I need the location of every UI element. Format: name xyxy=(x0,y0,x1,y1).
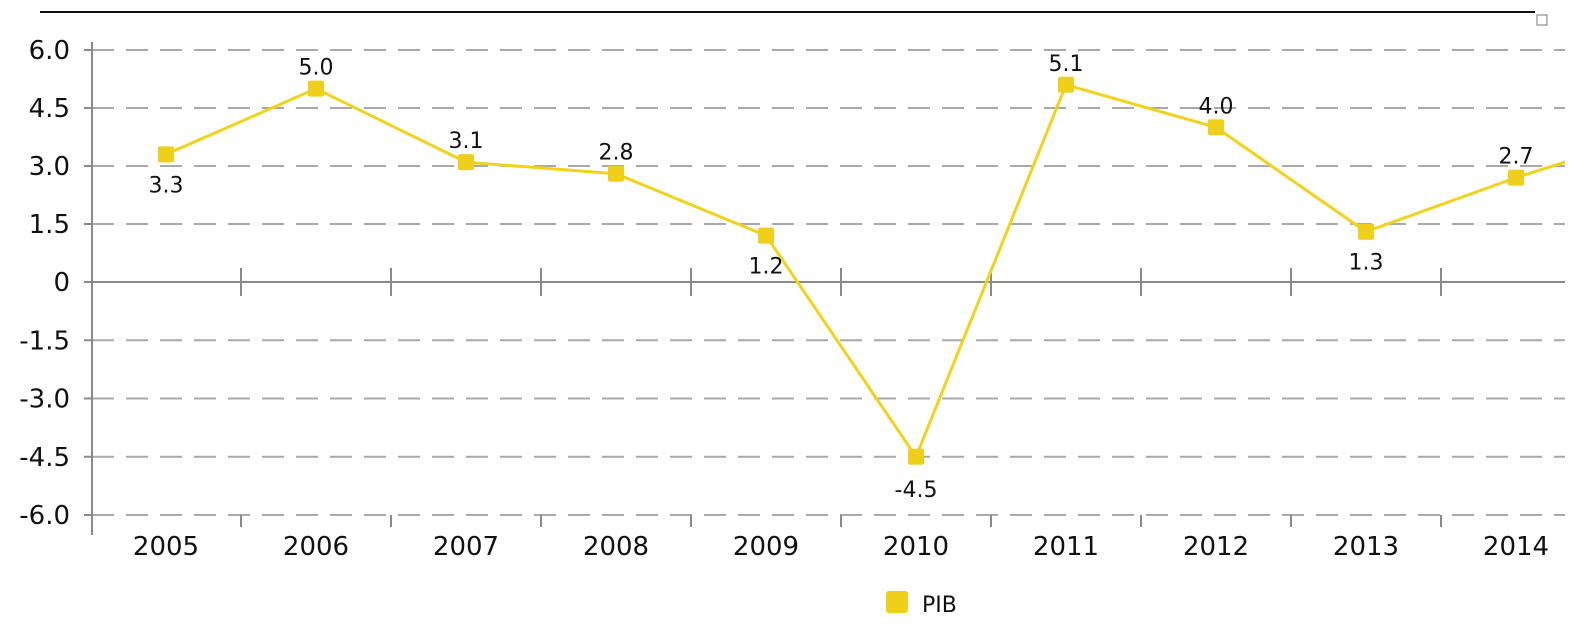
y-axis-tick-labels: 6.0 4.5 3.0 1.5 0 -1.5 -3.0 -4.5 -6.0 xyxy=(19,36,70,531)
x-axis-tick-labels: 2005 2006 2007 2008 2009 2010 2011 2012 2013 2014 xyxy=(133,532,1549,562)
legend-label-pib: PIB xyxy=(922,593,957,618)
y-tick-label: -4.5 xyxy=(19,443,70,473)
x-tick-label: 2011 xyxy=(1033,532,1099,562)
y-tick-label: 1.5 xyxy=(29,210,70,240)
data-label: 5.0 xyxy=(299,56,334,81)
data-label: 2.8 xyxy=(599,141,634,166)
legend-swatch-pib xyxy=(886,591,908,613)
data-point-marker xyxy=(308,80,324,97)
y-tick-label: 0 xyxy=(53,268,70,298)
data-point-marker xyxy=(1058,76,1074,93)
data-labels: 3.3 5.0 3.1 2.8 1.2 -4.5 5.1 4.0 1.3 2.7 xyxy=(149,52,1534,503)
x-tick-label: 2009 xyxy=(733,532,799,562)
data-label: 1.3 xyxy=(1349,251,1384,276)
x-tick-label: 2012 xyxy=(1183,532,1249,562)
data-point-marker xyxy=(908,448,924,465)
y-tick-label: 4.5 xyxy=(29,94,70,124)
x-tick-label: 2008 xyxy=(583,532,649,562)
data-label: 3.3 xyxy=(149,173,184,198)
data-point-marker xyxy=(1508,169,1524,186)
data-point-marker xyxy=(608,165,624,182)
gridlines xyxy=(92,49,1565,516)
data-label: 2.7 xyxy=(1499,145,1534,170)
data-label: -4.5 xyxy=(895,478,938,503)
x-tick-label: 2010 xyxy=(883,532,949,562)
resize-handle-icon[interactable] xyxy=(1536,14,1548,26)
x-tick-label: 2005 xyxy=(133,532,199,562)
y-tick-label: -3.0 xyxy=(19,385,70,415)
x-tick-label: 2006 xyxy=(283,532,349,562)
y-tick-label: 6.0 xyxy=(29,36,70,66)
data-point-marker xyxy=(1358,223,1374,240)
legend: PIB xyxy=(886,591,957,618)
data-point-marker xyxy=(758,227,774,244)
data-label: 5.1 xyxy=(1049,52,1084,77)
data-point-marker xyxy=(458,154,474,171)
x-tick-label: 2013 xyxy=(1333,532,1399,562)
y-tick-label: -1.5 xyxy=(19,326,70,356)
data-point-marker xyxy=(1208,119,1224,136)
y-tick-label: -6.0 xyxy=(19,501,70,531)
x-tick-label: 2007 xyxy=(433,532,499,562)
data-label: 1.2 xyxy=(749,255,784,280)
y-tick-label: 3.0 xyxy=(29,152,70,182)
series-pib xyxy=(158,76,1566,465)
data-label: 4.0 xyxy=(1199,94,1234,119)
data-point-marker xyxy=(158,146,174,163)
x-tick-label: 2014 xyxy=(1483,532,1549,562)
axes xyxy=(84,42,1565,535)
data-label: 3.1 xyxy=(449,129,484,154)
